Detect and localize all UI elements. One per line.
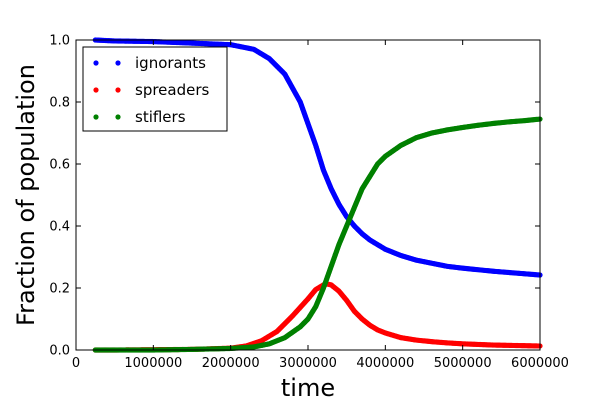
series-spreaders	[92, 281, 543, 353]
series-stiflers	[92, 116, 543, 353]
x-tick-label: 4000000	[356, 356, 414, 371]
legend-marker	[115, 60, 121, 66]
legend-marker	[115, 114, 121, 120]
x-tick-label: 2000000	[202, 356, 260, 371]
legend-marker	[93, 60, 99, 66]
x-tick-label: 1000000	[124, 356, 182, 371]
x-tick-label: 0	[72, 356, 80, 371]
y-tick-label: 0.4	[49, 220, 70, 235]
x-axis-title: time	[281, 374, 335, 400]
x-tick-label: 5000000	[434, 356, 492, 371]
y-axis-title: Fraction of population	[12, 64, 40, 326]
legend-label: spreaders	[135, 81, 210, 99]
legend-box	[82, 46, 228, 132]
y-tick-label: 1.0	[49, 34, 70, 49]
axis-tick-labels: 0 1000000 2000000 3000000 4000000 5000000 6000…	[49, 34, 569, 372]
legend-marker	[93, 87, 99, 93]
legend-marker	[93, 114, 99, 120]
y-tick-label: 0.8	[49, 96, 70, 111]
x-tick-label: 3000000	[279, 356, 337, 371]
legend-marker	[115, 87, 121, 93]
legend-label: ignorants	[135, 54, 206, 72]
axis-ticks	[75, 39, 541, 351]
series-ignorants	[92, 37, 543, 278]
y-tick-label: 0.0	[49, 344, 70, 359]
data-marks	[92, 37, 543, 353]
x-tick-label: 6000000	[511, 356, 569, 371]
y-tick-label: 0.6	[49, 158, 70, 173]
legend-label: stiflers	[135, 108, 186, 126]
y-tick-label: 0.2	[49, 282, 70, 297]
legend: ignorants spreaders stiflers	[82, 46, 228, 132]
